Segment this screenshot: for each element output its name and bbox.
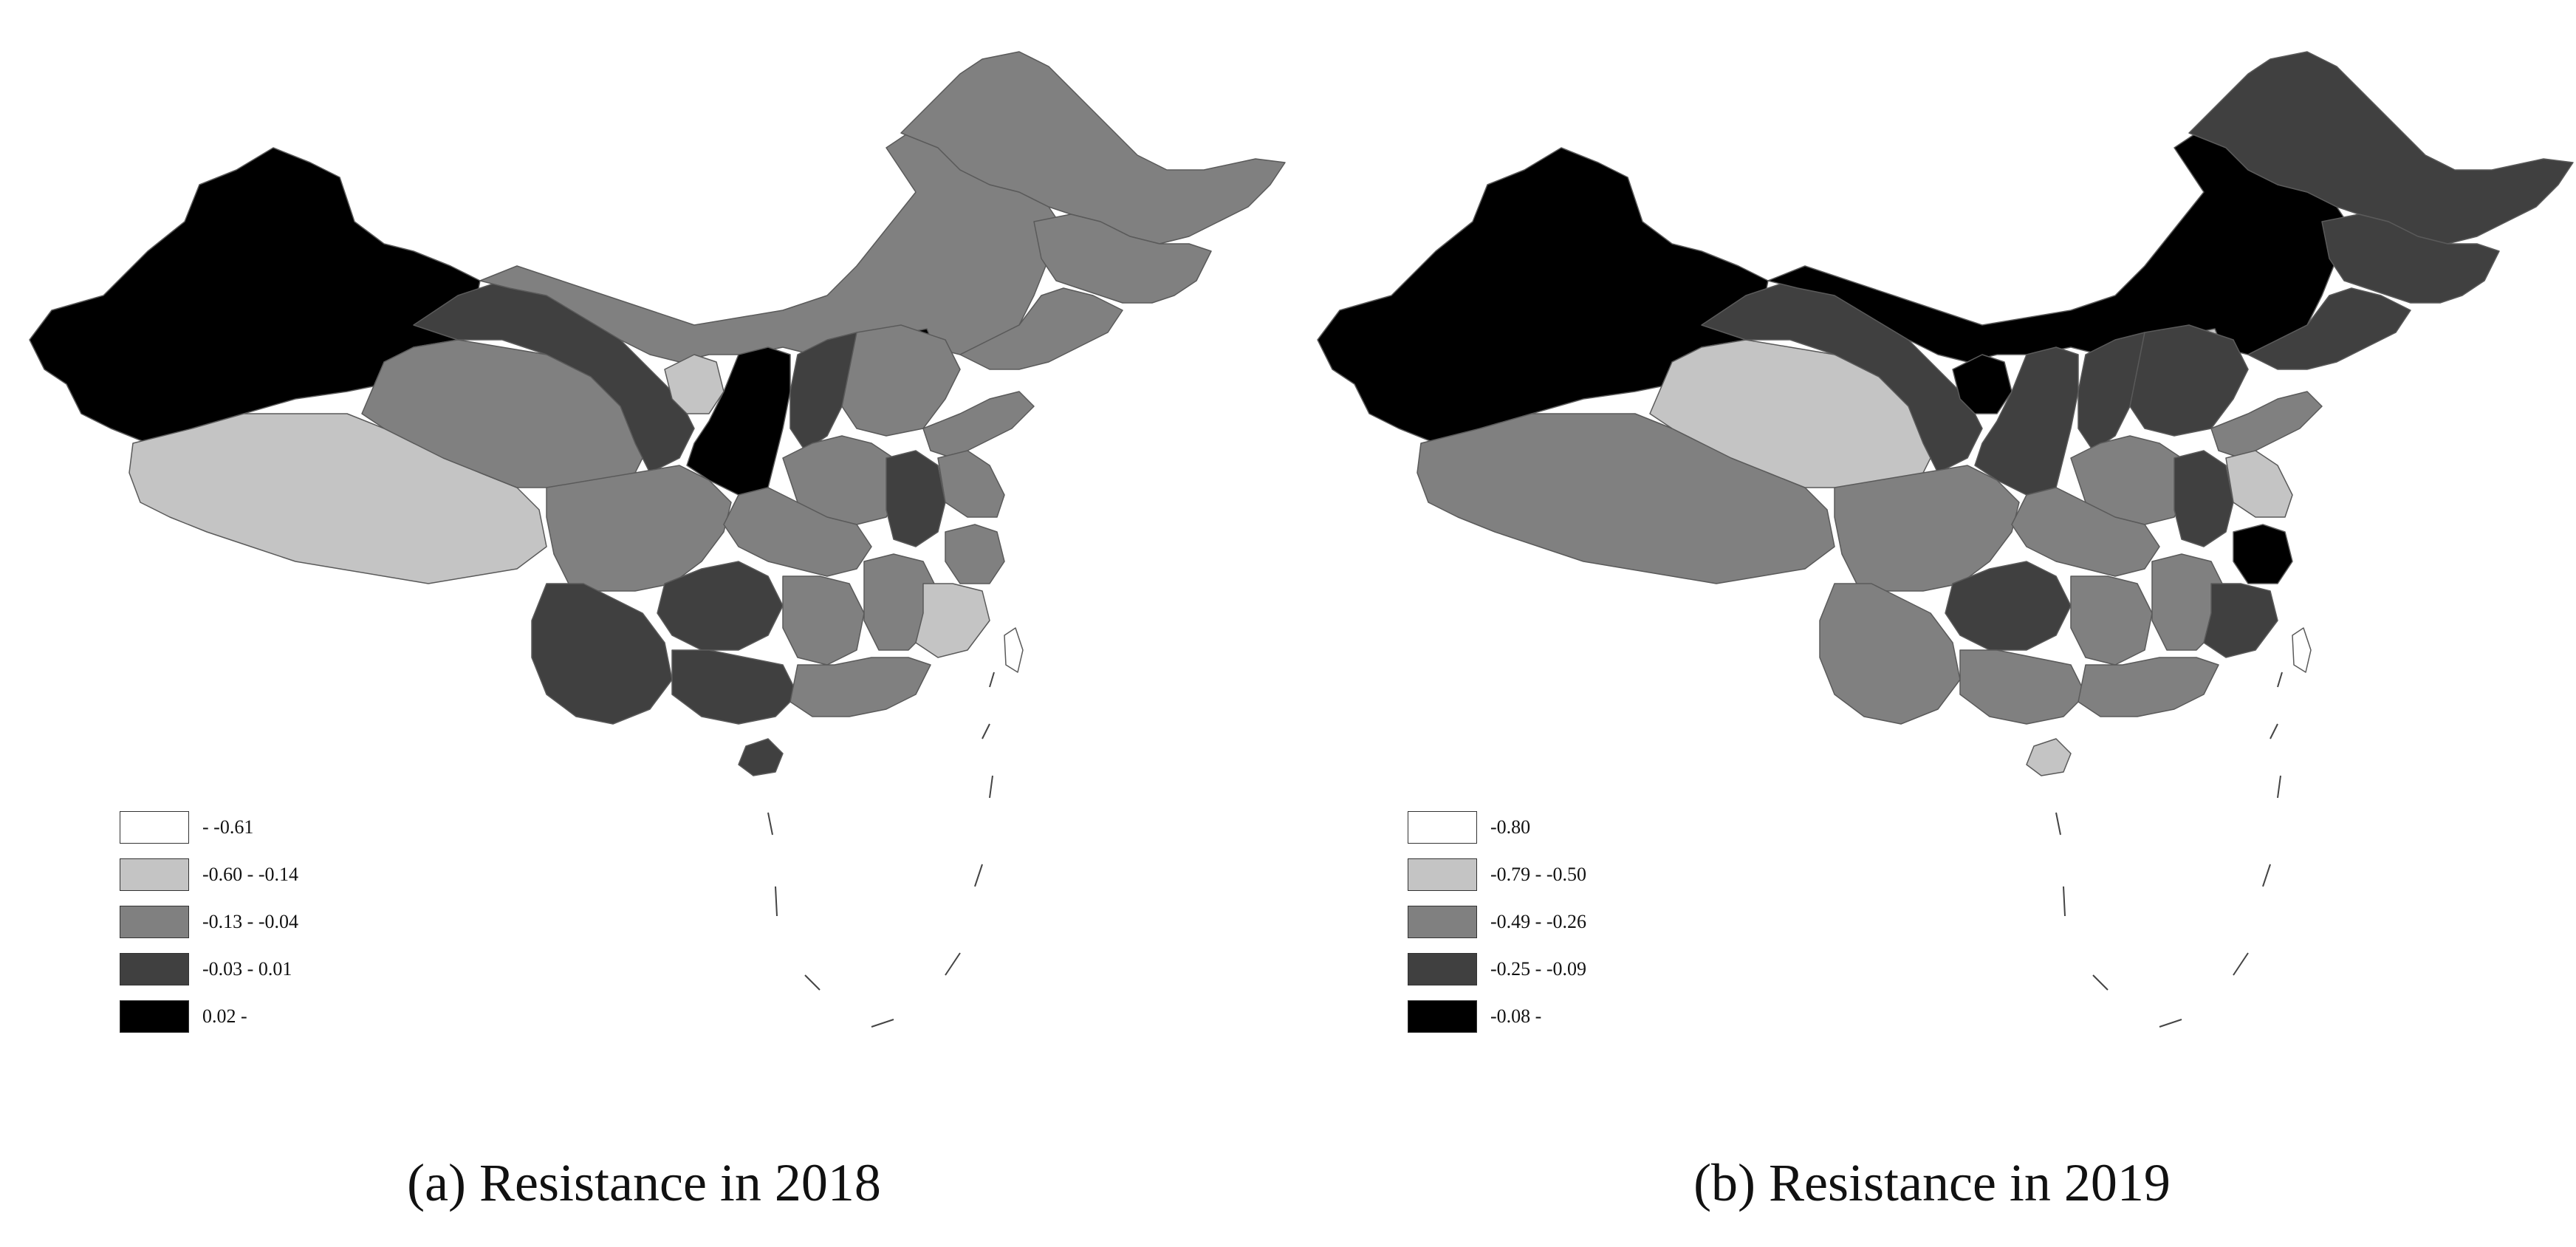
region-sichuan bbox=[1834, 465, 2020, 592]
legend-label: - -0.61 bbox=[202, 816, 254, 838]
region-hunan bbox=[2070, 575, 2153, 666]
legend-swatch bbox=[120, 1000, 189, 1033]
legend-2018: - -0.61 -0.60 - -0.14 -0.13 - -0.04 -0.0… bbox=[120, 804, 298, 1040]
region-anhui bbox=[886, 450, 946, 547]
legend-swatch bbox=[1408, 953, 1477, 985]
region-guangxi bbox=[1959, 649, 2086, 725]
region-yunnan bbox=[531, 583, 673, 725]
region-hubei bbox=[2011, 487, 2160, 577]
region-ningxia bbox=[664, 354, 724, 414]
legend-swatch bbox=[120, 811, 189, 844]
legend-label: -0.03 - 0.01 bbox=[202, 958, 292, 980]
caption-2019: (b) Resistance in 2019 bbox=[1693, 1153, 2171, 1212]
region-guizhou bbox=[657, 561, 784, 651]
region-zhejiang bbox=[945, 524, 1005, 584]
region-hubei bbox=[723, 487, 872, 577]
region-ningxia bbox=[1952, 354, 2012, 414]
legend-item: -0.80 bbox=[1408, 804, 1586, 851]
legend-item: - -0.61 bbox=[120, 804, 298, 851]
region-fujian bbox=[915, 583, 990, 658]
legend-label: -0.13 - -0.04 bbox=[202, 911, 298, 932]
region-zhejiang bbox=[2233, 524, 2293, 584]
region-shanxi bbox=[2077, 332, 2145, 451]
region-heilongjiang bbox=[2188, 51, 2574, 245]
legend-item: -0.60 - -0.14 bbox=[120, 851, 298, 898]
nine-dash-line bbox=[767, 672, 995, 1028]
region-liaoning bbox=[959, 287, 1123, 370]
region-fujian bbox=[2203, 583, 2278, 658]
region-taiwan bbox=[2292, 627, 2312, 673]
legend-swatch bbox=[120, 906, 189, 938]
legend-item: -0.13 - -0.04 bbox=[120, 898, 298, 946]
legend-item: -0.08 - bbox=[1408, 993, 1586, 1040]
region-shandong bbox=[2210, 391, 2323, 459]
legend-swatch bbox=[1408, 858, 1477, 891]
region-sichuan bbox=[546, 465, 732, 592]
region-shanxi bbox=[789, 332, 857, 451]
region-jilin bbox=[1033, 213, 1212, 304]
region-hainan bbox=[2026, 738, 2072, 776]
legend-label: -0.25 - -0.09 bbox=[1490, 958, 1586, 980]
region-hainan bbox=[738, 738, 784, 776]
region-guangdong bbox=[2077, 657, 2219, 717]
legend-swatch bbox=[120, 953, 189, 985]
legend-label: -0.49 - -0.26 bbox=[1490, 911, 1586, 932]
nine-dash-line bbox=[2055, 672, 2283, 1028]
legend-swatch bbox=[120, 858, 189, 891]
region-jiangsu bbox=[937, 450, 1005, 518]
region-hebei bbox=[841, 324, 961, 437]
legend-label: -0.80 bbox=[1490, 816, 1531, 838]
legend-label: -0.08 - bbox=[1490, 1005, 1542, 1027]
region-guangdong bbox=[789, 657, 931, 717]
legend-swatch bbox=[1408, 906, 1477, 938]
region-yunnan bbox=[1819, 583, 1961, 725]
region-anhui bbox=[2174, 450, 2234, 547]
region-guizhou bbox=[1945, 561, 2072, 651]
caption-2018: (a) Resistance in 2018 bbox=[407, 1153, 881, 1212]
region-jilin bbox=[2321, 213, 2500, 304]
region-liaoning bbox=[2247, 287, 2411, 370]
legend-item: 0.02 - bbox=[120, 993, 298, 1040]
choropleth-map-2018 bbox=[29, 51, 1286, 1028]
region-heilongjiang bbox=[900, 51, 1286, 245]
map-panel-2019: -0.80 -0.79 - -0.50 -0.49 - -0.26 -0.25 … bbox=[1288, 0, 2576, 1247]
region-jiangsu bbox=[2225, 450, 2293, 518]
region-shandong bbox=[922, 391, 1035, 459]
region-hunan bbox=[782, 575, 865, 666]
legend-swatch bbox=[1408, 1000, 1477, 1033]
legend-2019: -0.80 -0.79 - -0.50 -0.49 - -0.26 -0.25 … bbox=[1408, 804, 1586, 1040]
legend-item: -0.03 - 0.01 bbox=[120, 946, 298, 993]
legend-item: -0.79 - -0.50 bbox=[1408, 851, 1586, 898]
map-panel-2018: - -0.61 -0.60 - -0.14 -0.13 - -0.04 -0.0… bbox=[29, 51, 1286, 1212]
legend-item: -0.25 - -0.09 bbox=[1408, 946, 1586, 993]
legend-label: -0.79 - -0.50 bbox=[1490, 864, 1586, 885]
legend-label: 0.02 - bbox=[202, 1005, 247, 1027]
legend-label: -0.60 - -0.14 bbox=[202, 864, 298, 885]
legend-item: -0.49 - -0.26 bbox=[1408, 898, 1586, 946]
region-taiwan bbox=[1004, 627, 1024, 673]
region-hebei bbox=[2129, 324, 2249, 437]
region-guangxi bbox=[671, 649, 798, 725]
legend-swatch bbox=[1408, 811, 1477, 844]
choropleth-map-2019 bbox=[1317, 51, 2574, 1028]
